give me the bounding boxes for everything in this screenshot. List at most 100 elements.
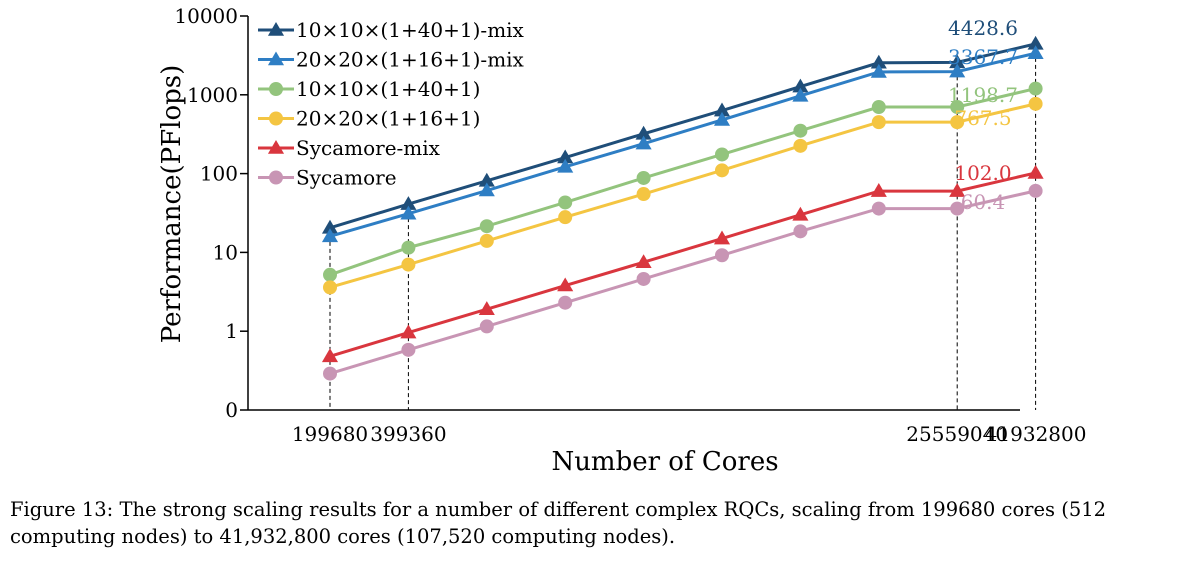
data-point (400, 196, 417, 210)
data-point (479, 233, 494, 248)
data-point (636, 271, 651, 286)
series-5 (323, 183, 1043, 381)
y-tick-label: 10000 (174, 4, 238, 28)
data-point (793, 138, 808, 153)
data-point (323, 280, 337, 295)
data-point (793, 224, 808, 239)
data-point (792, 206, 809, 221)
data-point (950, 201, 965, 216)
end-value-label: 60.4 (961, 190, 1006, 214)
data-point (478, 172, 495, 187)
legend-entry: Sycamore-mix (258, 136, 441, 160)
x-tick-label: 199680 (292, 422, 368, 446)
data-point (713, 102, 731, 117)
end-value-label: 3367.7 (948, 45, 1018, 69)
legend-marker (267, 51, 285, 66)
data-point (1028, 96, 1043, 111)
data-point (400, 205, 417, 220)
legend-entry: 10×10×(1+40+1)-mix (258, 18, 525, 42)
legend-entry: Sycamore (258, 166, 397, 190)
data-point (715, 147, 729, 162)
data-point (871, 115, 886, 130)
axes: 0 1 10 100 1000 10000 199680 399360 255590404193… (174, 4, 1086, 446)
data-point (400, 324, 417, 339)
legend-entry: 20×20×(1+16+1)-mix (258, 48, 525, 72)
legend-entry: 10×10×(1+40+1) (258, 77, 480, 101)
data-point (713, 230, 731, 245)
data-point (321, 219, 339, 234)
data-point (321, 348, 339, 363)
series-line (329, 51, 1036, 238)
series-line (329, 102, 1036, 289)
data-point (871, 100, 886, 115)
series-2 (323, 81, 1043, 282)
series-line (329, 189, 1036, 375)
data-point (558, 210, 573, 225)
legend-marker (267, 21, 285, 36)
y-axis-label: Performance(PFlops) (157, 65, 187, 343)
data-point (558, 295, 573, 310)
x-tick-label: 399360 (370, 422, 446, 446)
series-layer (321, 35, 1044, 381)
y-tick-label: 0 (225, 398, 238, 422)
series-0 (321, 35, 1044, 234)
end-value-label: 102.0 (954, 161, 1011, 185)
data-point (557, 277, 574, 292)
data-point (1027, 45, 1044, 60)
series-4 (321, 164, 1044, 363)
data-point (635, 254, 652, 269)
series-line (329, 42, 1036, 230)
data-point (1028, 183, 1043, 198)
data-point (793, 123, 808, 138)
legend-marker (267, 139, 285, 154)
figure-caption: Figure 13: The strong scaling results fo… (10, 498, 1107, 548)
data-point (636, 170, 651, 185)
data-point (557, 158, 574, 173)
x-tick-label: 25559040 (906, 422, 1008, 446)
data-point (715, 163, 729, 178)
legend-marker (269, 170, 283, 185)
legend-label: Sycamore (296, 166, 397, 190)
legend-label: 20×20×(1+16+1)-mix (296, 48, 525, 72)
data-point (950, 100, 965, 115)
data-point (636, 187, 651, 202)
data-point (401, 240, 416, 255)
data-point (949, 54, 966, 69)
end-value-label: 767.5 (954, 106, 1011, 130)
data-point (479, 319, 494, 334)
data-point (715, 248, 729, 263)
series-line (329, 171, 1036, 358)
end-value-label: 4428.6 (948, 16, 1018, 40)
y-tick-label: 100 (200, 162, 238, 186)
data-point (635, 125, 652, 140)
data-point (1027, 164, 1044, 179)
series-3 (323, 96, 1043, 295)
y-tick-label: 1 (225, 319, 238, 343)
strong-scaling-chart: 0 1 10 100 1000 10000 199680 399360 255590404193… (157, 4, 1086, 477)
data-point (557, 149, 574, 164)
x-tick-label: 41932800 (985, 422, 1087, 446)
legend-label: Sycamore-mix (296, 136, 441, 160)
data-point (321, 228, 339, 243)
data-point (558, 195, 573, 210)
y-tick-label: 10 (213, 240, 238, 264)
data-point (713, 111, 731, 126)
data-point (949, 63, 966, 78)
data-point (401, 342, 416, 357)
y-tick-label: 1000 (187, 83, 238, 107)
data-point (323, 267, 337, 282)
data-point (1027, 35, 1044, 50)
legend-label: 20×20×(1+16+1) (296, 107, 480, 131)
legend-label: 10×10×(1+40+1) (296, 77, 480, 101)
data-point (478, 182, 495, 197)
data-point (479, 219, 494, 234)
data-point (950, 115, 965, 130)
series-line (329, 87, 1036, 277)
series-1 (321, 45, 1044, 243)
x-axis-label: Number of Cores (551, 447, 778, 477)
data-point (870, 63, 887, 78)
end-value-label: 1198.7 (948, 83, 1018, 107)
data-point (478, 301, 495, 316)
legend-marker (269, 82, 283, 96)
